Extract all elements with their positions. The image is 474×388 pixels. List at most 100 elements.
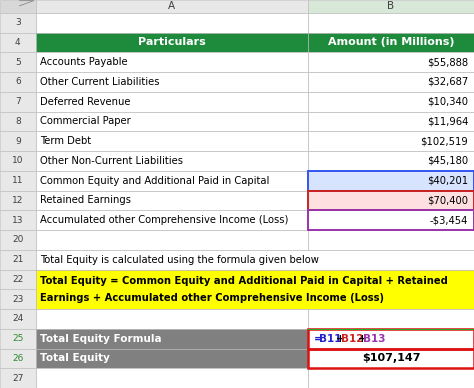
- Text: $102,519: $102,519: [420, 136, 468, 146]
- Text: Earnings + Accumulated other Comprehensive Income (Loss): Earnings + Accumulated other Comprehensi…: [40, 293, 384, 303]
- Text: Accounts Payable: Accounts Payable: [40, 57, 128, 67]
- Bar: [36, 131, 308, 151]
- Bar: [308, 131, 474, 151]
- Bar: [0, 210, 36, 230]
- Bar: [36, 309, 308, 329]
- Bar: [308, 348, 474, 368]
- Text: $45,180: $45,180: [427, 156, 468, 166]
- Text: 6: 6: [15, 78, 21, 87]
- Text: 7: 7: [15, 97, 21, 106]
- Text: Total Equity: Total Equity: [40, 353, 110, 364]
- Bar: [308, 348, 474, 368]
- Bar: [0, 348, 36, 368]
- Text: +: +: [336, 334, 344, 344]
- Text: 24: 24: [12, 314, 23, 323]
- Text: 23: 23: [12, 294, 23, 304]
- Bar: [308, 329, 474, 348]
- Bar: [308, 52, 474, 72]
- Bar: [0, 92, 36, 112]
- Bar: [0, 72, 36, 92]
- Text: 4: 4: [15, 38, 20, 47]
- Bar: [36, 33, 308, 52]
- Text: Commercial Paper: Commercial Paper: [40, 116, 131, 126]
- Bar: [36, 72, 308, 92]
- Bar: [308, 171, 474, 191]
- Bar: [308, 210, 474, 230]
- Text: Other Current Liabilities: Other Current Liabilities: [40, 77, 160, 87]
- Bar: [308, 72, 474, 92]
- Bar: [308, 92, 474, 112]
- Text: $107,147: $107,147: [362, 353, 420, 364]
- Text: 22: 22: [12, 275, 23, 284]
- Bar: [308, 151, 474, 171]
- Bar: [0, 33, 36, 52]
- Text: 25: 25: [12, 334, 23, 343]
- Bar: [308, 329, 474, 330]
- Text: Accumulated other Comprehensive Income (Loss): Accumulated other Comprehensive Income (…: [40, 215, 289, 225]
- Bar: [36, 171, 308, 191]
- Text: A: A: [168, 2, 175, 11]
- Bar: [0, 289, 36, 309]
- Bar: [36, 92, 308, 112]
- Bar: [36, 0, 308, 13]
- Bar: [308, 13, 474, 33]
- Text: $55,888: $55,888: [427, 57, 468, 67]
- Bar: [36, 52, 308, 72]
- Text: Total Equity Formula: Total Equity Formula: [40, 334, 162, 344]
- Text: Particulars: Particulars: [138, 38, 206, 47]
- Text: Term Debt: Term Debt: [40, 136, 91, 146]
- Bar: [0, 250, 36, 270]
- Bar: [0, 270, 36, 289]
- Bar: [36, 329, 308, 348]
- Bar: [36, 210, 308, 230]
- Bar: [36, 270, 474, 309]
- Text: 3: 3: [15, 18, 21, 27]
- Text: $10,340: $10,340: [428, 97, 468, 107]
- Text: 27: 27: [12, 374, 23, 383]
- Text: Total Equity is calculated using the formula given below: Total Equity is calculated using the for…: [40, 255, 319, 265]
- Bar: [308, 171, 474, 191]
- Bar: [0, 52, 36, 72]
- Bar: [308, 329, 474, 348]
- Text: $32,687: $32,687: [427, 77, 468, 87]
- Text: 11: 11: [12, 176, 24, 185]
- Text: $40,201: $40,201: [427, 176, 468, 186]
- Text: 13: 13: [12, 216, 24, 225]
- Bar: [308, 0, 474, 13]
- Text: 21: 21: [12, 255, 23, 264]
- Text: Amount (in Millions): Amount (in Millions): [328, 38, 454, 47]
- Text: Retained Earnings: Retained Earnings: [40, 196, 131, 205]
- Text: Other Non-Current Liabilities: Other Non-Current Liabilities: [40, 156, 183, 166]
- Text: 5: 5: [15, 58, 21, 67]
- Bar: [308, 309, 474, 329]
- Bar: [36, 348, 308, 368]
- Bar: [0, 112, 36, 131]
- Bar: [0, 13, 36, 33]
- Bar: [0, 171, 36, 191]
- Bar: [308, 210, 474, 230]
- Bar: [36, 191, 308, 210]
- Bar: [308, 33, 474, 52]
- Bar: [0, 191, 36, 210]
- Text: 20: 20: [12, 236, 23, 244]
- Text: B11: B11: [319, 334, 342, 344]
- Bar: [0, 151, 36, 171]
- Bar: [308, 368, 474, 388]
- Text: Common Equity and Additional Paid in Capital: Common Equity and Additional Paid in Cap…: [40, 176, 270, 186]
- Text: B: B: [387, 2, 395, 11]
- Bar: [0, 329, 36, 348]
- Bar: [308, 230, 474, 250]
- Bar: [36, 368, 308, 388]
- Bar: [0, 131, 36, 151]
- Bar: [36, 151, 308, 171]
- Bar: [0, 0, 36, 13]
- Bar: [0, 309, 36, 329]
- Text: 26: 26: [12, 354, 23, 363]
- Bar: [308, 112, 474, 131]
- Bar: [0, 230, 36, 250]
- Bar: [308, 191, 474, 210]
- Text: B13: B13: [363, 334, 385, 344]
- Bar: [308, 191, 474, 210]
- Text: 8: 8: [15, 117, 21, 126]
- Text: -$3,454: -$3,454: [430, 215, 468, 225]
